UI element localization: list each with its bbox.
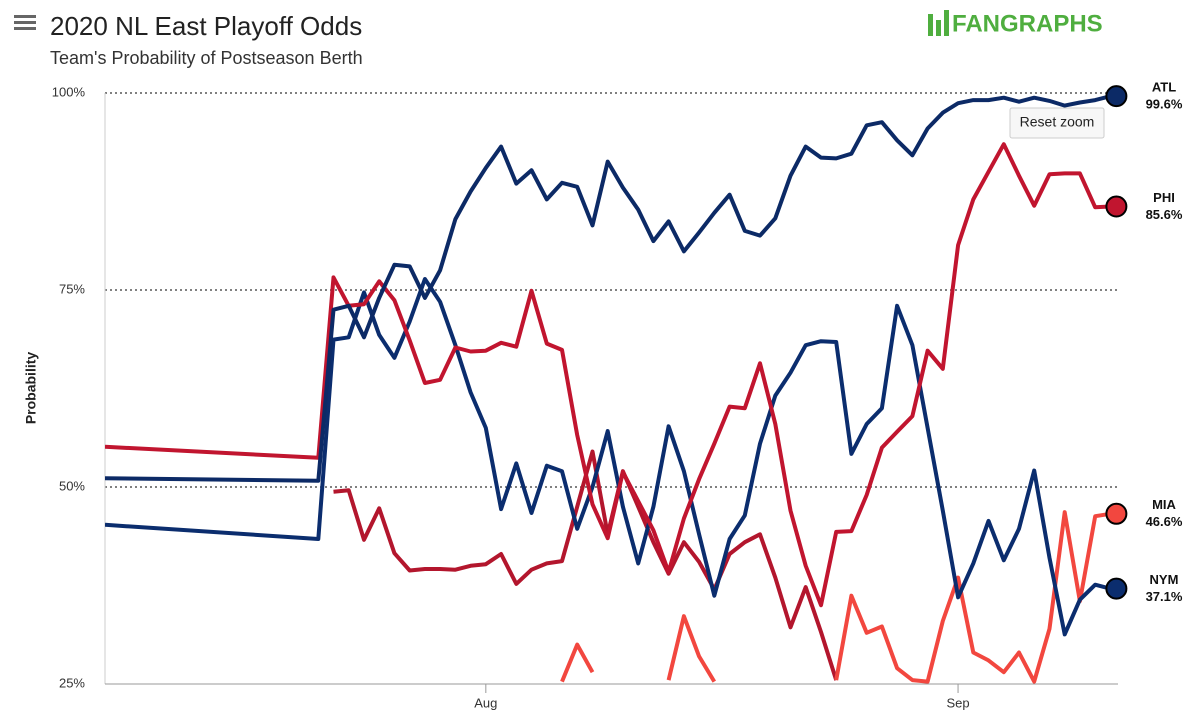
series-line xyxy=(560,510,1111,684)
menu-bar xyxy=(14,15,36,18)
logo-mark xyxy=(928,14,933,36)
menu-bar xyxy=(14,21,36,24)
series-name: NYM xyxy=(1150,572,1179,587)
menu-bar xyxy=(14,27,36,30)
logo: FANGRAPHS xyxy=(928,10,1103,37)
value-label: 37.1% xyxy=(1146,589,1183,604)
end-marker xyxy=(1105,85,1128,108)
y-tick-label: 75% xyxy=(59,281,85,296)
x-tick-label: Aug xyxy=(474,695,497,710)
series-line xyxy=(105,94,1111,483)
series-name: MIA xyxy=(1152,497,1176,512)
series-name: ATL xyxy=(1152,80,1176,95)
reset-zoom-button[interactable]: Reset zoom xyxy=(1009,107,1105,139)
value-label: 85.6% xyxy=(1146,207,1183,222)
chart-subtitle: Team's Probability of Postseason Berth xyxy=(50,48,363,68)
end-marker xyxy=(1105,577,1128,600)
series-line xyxy=(105,142,1111,608)
logo-mark xyxy=(936,20,941,36)
x-tick-label: Sep xyxy=(946,695,969,710)
y-axis-label: Probability xyxy=(23,352,39,425)
y-tick-label: 25% xyxy=(59,675,85,690)
series-name: PHI xyxy=(1153,190,1175,205)
y-tick-label: 100% xyxy=(52,84,86,99)
series-line xyxy=(105,277,1111,637)
end-marker xyxy=(1105,502,1128,525)
end-marker xyxy=(1105,195,1128,218)
chart-title: 2020 NL East Playoff Odds xyxy=(50,11,362,41)
button-label: Reset zoom xyxy=(1020,114,1095,130)
y-tick-label: 50% xyxy=(59,478,85,493)
series-line xyxy=(333,449,839,681)
logo-mark xyxy=(944,10,949,36)
button-box xyxy=(1009,107,1105,139)
logo-text: FANGRAPHS xyxy=(952,10,1103,37)
value-label: 46.6% xyxy=(1146,514,1183,529)
value-label: 99.6% xyxy=(1146,97,1183,112)
menu-icon[interactable] xyxy=(14,15,36,30)
